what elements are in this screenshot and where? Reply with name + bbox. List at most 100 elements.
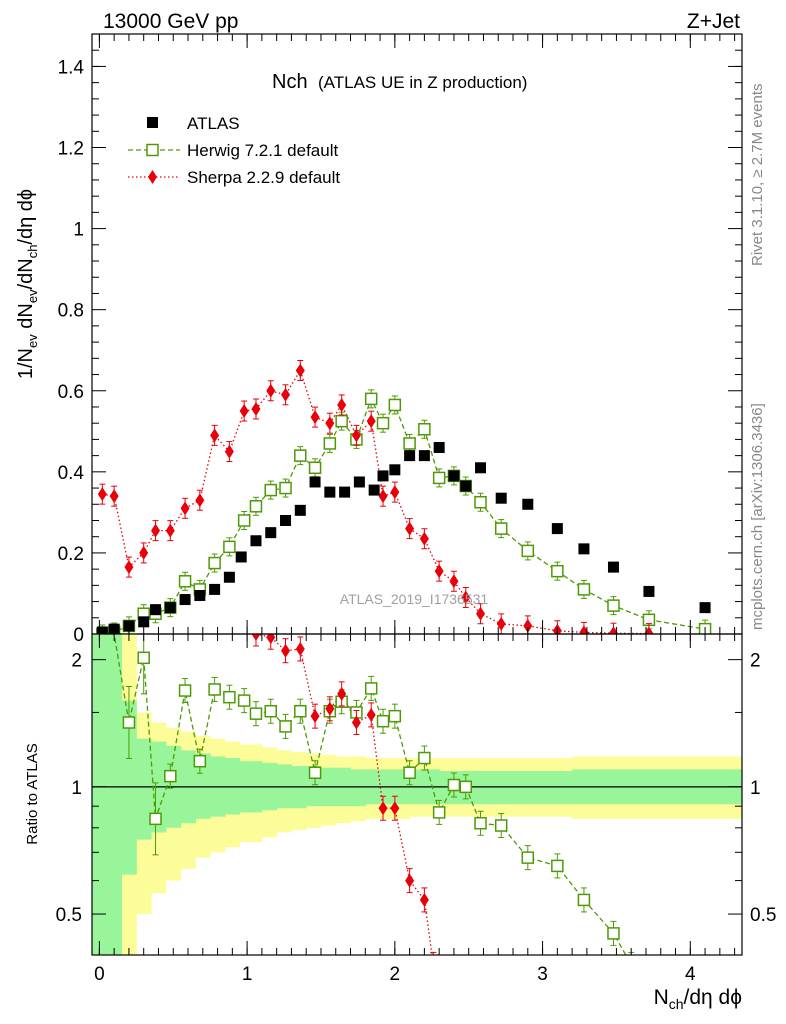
sherpa-point [210,428,220,443]
sherpa-point [310,410,320,425]
sherpa-point [295,363,305,378]
atlas-point [265,527,277,539]
y-tick-label-top: 1.2 [58,139,84,160]
legend-label-herwig: Herwig 7.2.1 default [187,141,338,160]
atlas-point [404,450,416,462]
atlas-point [643,585,655,597]
atlas-point [475,462,487,474]
sherpa-point [165,523,175,538]
herwig-point [323,437,337,450]
herwig-point [432,471,446,485]
atlas-point [179,594,191,606]
y-tick-label-bottom-left: 2 [71,651,82,672]
atlas-point [522,498,534,510]
herwig-point [388,398,402,412]
herwig-point [376,416,390,430]
y-tick-label-bottom-right: 1 [750,778,761,799]
atlas-point [607,561,619,573]
sherpa-point [109,489,119,504]
ratio-herwig-point [403,766,416,779]
ratio-herwig-point [193,754,207,768]
atlas-point [294,504,306,516]
ratio-sherpa-point [378,801,388,816]
herwig-point [474,495,487,509]
sherpa-point [266,383,276,398]
ratio-herwig-point [122,716,136,729]
sherpa-point [476,606,486,621]
herwig-point [208,556,221,570]
ratio-sherpa-point [266,634,276,645]
herwig-point [494,522,508,535]
atlas-point [389,464,401,476]
ratio-herwig-point [294,704,307,718]
y-tick-label-top: 0.8 [58,301,84,322]
x-tick-label: 4 [685,964,696,985]
herwig-point [264,483,277,497]
y-tick-label-bottom-right: 0.5 [750,905,776,926]
y-tick-label-bottom-left: 0.5 [56,905,82,926]
legend-marker-sherpa [148,170,157,184]
atlas-point [324,486,336,498]
plot-title-sub: (ATLAS UE in Z production) [318,73,527,92]
sherpa-point [419,531,429,546]
atlas-point [551,523,563,535]
herwig-point [223,540,236,554]
ratio-herwig-point [137,651,150,665]
ratio-plot-axes: 0.5 0.5 1 1 2 2 0 1 2 3 4 [56,634,776,985]
sherpa-point [337,397,347,412]
sherpa-point [390,485,400,500]
ratio-herwig-point [308,766,322,779]
ratio-herwig-point [164,769,177,783]
plot-title-main: Nch [272,71,308,93]
y-tick-label-bottom-right: 2 [750,651,761,672]
sherpa-point [239,404,249,419]
sherpa-point [180,501,190,516]
x-tick-label: 2 [390,964,401,985]
atlas-point [448,470,460,482]
sherpa-point [151,523,161,538]
y-axis-label-bottom: Ratio to ATLAS [24,743,41,844]
y-tick-label-bottom-left: 1 [71,778,82,799]
sherpa-point [351,428,361,443]
herwig-point [237,514,251,527]
sherpa-point [449,574,459,589]
atlas-point [578,543,590,555]
ratio-herwig-point [208,683,221,696]
ratio-herwig-point [577,893,591,907]
atlas-point [495,492,507,504]
legend-label-atlas: ATLAS [187,114,240,133]
ratio-sherpa-point [295,641,305,656]
atlas-point [418,450,430,462]
atlas-point [164,602,176,614]
atlas-point [209,583,221,595]
atlas-point [353,476,365,488]
atlas-point [460,480,472,492]
atlas-point [194,589,206,601]
sherpa-point [224,444,234,459]
y-tick-label-top: 0.4 [58,463,85,484]
herwig-point [335,414,348,428]
sherpa-point [434,564,444,579]
sherpa-point [378,489,388,504]
ratio-sherpa-point [310,709,320,724]
sherpa-point [608,626,618,634]
sherpa-point [139,545,149,560]
ratio-band-inner [350,769,366,807]
herwig-point [521,544,535,558]
ratio-herwig-point [388,709,402,723]
herwig-point [279,481,292,495]
ratio-herwig-point [178,684,192,697]
atlas-point [280,514,292,526]
ratio-sherpa-point [390,801,400,816]
sherpa-point [523,618,533,633]
herwig-point [403,437,416,450]
ratio-sherpa-point [419,892,429,907]
ratio-band-inner [121,700,137,875]
ratio-sherpa-point [366,707,376,722]
atlas-point [250,535,262,547]
legend-marker-herwig [146,143,159,157]
herwig-point [178,575,192,588]
legend-marker-atlas [147,117,158,128]
ratio-herwig-point [264,704,277,718]
